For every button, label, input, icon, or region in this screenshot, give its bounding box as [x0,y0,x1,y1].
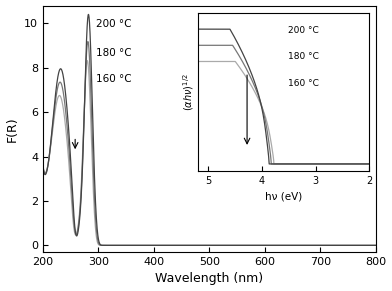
X-axis label: Wavelength (nm): Wavelength (nm) [155,272,263,285]
Text: 180 °C: 180 °C [96,47,131,58]
Text: 200 °C: 200 °C [96,19,131,29]
Y-axis label: F(R): F(R) [5,116,18,142]
Text: 160 °C: 160 °C [96,74,131,84]
